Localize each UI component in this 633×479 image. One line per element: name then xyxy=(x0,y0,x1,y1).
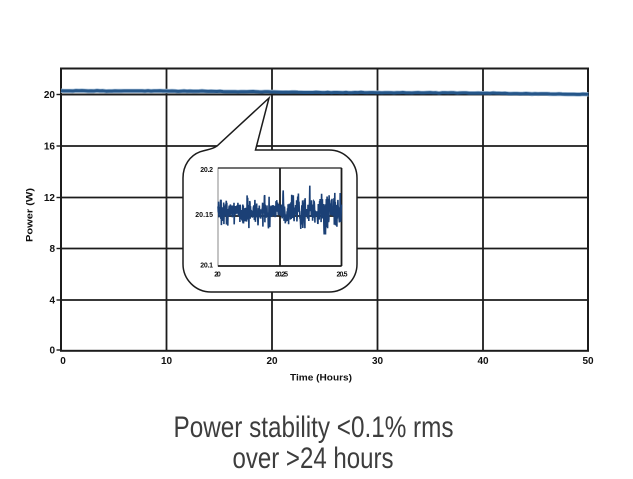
svg-text:Power (W): Power (W) xyxy=(25,188,35,242)
svg-text:20: 20 xyxy=(214,272,221,279)
svg-text:50: 50 xyxy=(582,356,594,367)
svg-text:40: 40 xyxy=(477,356,489,367)
svg-text:16: 16 xyxy=(44,142,56,153)
svg-text:8: 8 xyxy=(49,244,55,255)
svg-text:12: 12 xyxy=(44,193,56,204)
svg-text:10: 10 xyxy=(161,356,173,367)
svg-text:20: 20 xyxy=(266,356,278,367)
svg-text:Time (Hours): Time (Hours) xyxy=(290,373,352,384)
svg-text:0: 0 xyxy=(49,346,55,357)
svg-text:20.2: 20.2 xyxy=(200,167,213,174)
svg-text:20.1: 20.1 xyxy=(200,263,213,270)
svg-text:20.15: 20.15 xyxy=(195,212,213,219)
svg-text:over >24 hours: over >24 hours xyxy=(233,442,394,475)
svg-text:20.5: 20.5 xyxy=(337,272,348,279)
svg-text:0: 0 xyxy=(60,356,66,367)
svg-text:20: 20 xyxy=(44,90,56,101)
svg-text:20.25: 20.25 xyxy=(275,272,288,279)
svg-text:4: 4 xyxy=(49,296,55,307)
svg-text:30: 30 xyxy=(372,356,384,367)
svg-text:Power stability <0.1% rms: Power stability <0.1% rms xyxy=(174,411,454,444)
